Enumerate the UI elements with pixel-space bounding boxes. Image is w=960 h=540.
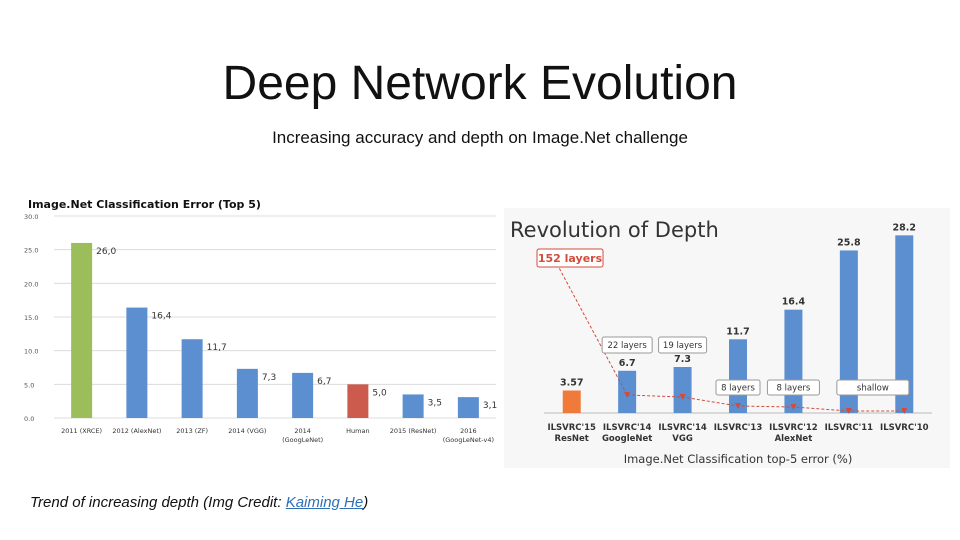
chart2-bar [784,309,803,413]
chart1-data-label: 3,1 [483,401,497,411]
chart2-data-label: 25.8 [837,237,861,248]
chart2-bar [562,390,581,413]
chart2-data-label: 16.4 [782,297,806,308]
chart1-bar [236,368,258,418]
page-subtitle: Increasing accuracy and depth on Image.N… [272,128,688,147]
chart2-depth-label: 8 layers [721,384,755,394]
chart2-x-tick: ResNet [555,434,589,444]
chart2-bar [895,235,914,413]
chart2-depth-box [601,336,653,354]
chart1-bar [126,307,148,418]
page-title: Deep Network Evolution [222,57,738,110]
chart1-y-tick: 30.0 [24,213,38,221]
chart2-title: Revolution of Depth [510,218,719,242]
chart1-bar [181,339,203,418]
chart2-data-label: 7.3 [674,354,691,365]
chart1-x-tick: 2013 (ZF) [176,427,208,435]
chart1-data-label: 26,0 [96,247,116,257]
chart1-x-tick: 2015 (ResNet) [390,427,437,435]
chart2-data-label: 3.57 [560,378,583,389]
caption-prefix: Trend of increasing depth (Img Credit: [30,494,286,511]
chart2-data-label: 11.7 [726,326,749,337]
chart2-depth-label: 19 layers [663,341,703,351]
chart1-x-tick: 2012 (AlexNet) [112,427,161,435]
chart2-depth-label: shallow [857,384,889,394]
chart2-x-tick: ILSVRC'14 [603,423,652,433]
caption-suffix: ) [363,494,369,511]
chart2-x-tick: ILSVRC'15 [547,423,596,433]
chart2-depth-label: 152 layers [538,252,603,265]
chart1-data-label: 16,4 [151,312,171,322]
chart1-bar [71,242,93,418]
chart2-depth-box [536,248,604,268]
chart2-x-tick: AlexNet [775,434,813,444]
chart2-x-tick: ILSVRC'13 [714,423,763,433]
chart1-data-label: 11,7 [207,343,227,353]
chart2-depth-label: 8 layers [776,384,810,394]
chart2-depth-label: 22 layers [608,341,648,351]
chart2-depth-marker [845,408,852,414]
chart1-y-tick: 0.0 [24,415,34,423]
chart1-x-tick: Human [346,427,369,435]
chart2-depth-marker [679,394,686,400]
chart2-depth-box [836,379,910,396]
chart2-x-tick: ILSVRC'14 [658,423,707,433]
chart1-y-tick: 25.0 [24,247,38,255]
chart1-x-tick: (GoogLeNet) [282,436,323,444]
chart2-depth-box [715,379,761,396]
chart2-x-tick: ILSVRC'11 [825,423,874,433]
chart1-data-label: 5,0 [372,388,387,398]
chart2-x-tick: GoogleNet [602,434,652,444]
revolution-depth-chart: Revolution of Depth 3.57 6.7 7.3 11.7 16.4 25… [504,208,950,468]
chart2-depth-marker [624,392,631,398]
chart1-x-tick: (GoogLeNet-v4) [443,436,494,444]
chart2-x-tick: VGG [672,434,693,444]
chart1-data-label: 7,3 [262,373,276,383]
chart2-depth-trend-line [627,394,905,412]
chart1-x-tick: 2011 (XRCE) [61,427,102,435]
chart1-data-label: 6,7 [317,377,331,387]
chart1-data-label: 3,5 [428,398,442,408]
chart1-y-tick: 10.0 [24,348,38,356]
chart2-data-label: 6.7 [619,358,636,369]
kaiming-he-link[interactable]: Kaiming He [285,494,364,511]
chart2-xlabel: Image.Net Classification top-5 error (%) [624,452,853,466]
chart2-depth-marker [790,404,797,410]
chart1-x-tick: 2014 [294,427,311,435]
chart2-depth-box [658,336,708,354]
chart2-bar [729,339,747,413]
chart2-bar [673,367,692,413]
chart1-y-tick: 15.0 [24,314,38,322]
chart2-bar [839,250,858,413]
chart2-data-label: 28.2 [893,222,916,233]
chart1-y-tick: 20.0 [24,280,38,288]
chart1-bar [402,394,424,418]
chart2-x-tick: ILSVRC'10 [880,423,929,433]
chart1-title: Image.Net Classification Error (Top 5) [28,198,261,211]
chart1-y-tick: 5.0 [24,381,34,389]
chart2-x-tick: ILSVRC'12 [769,423,818,433]
imagenet-error-chart: Image.Net Classification Error (Top 5) 0… [24,198,497,444]
chart1-bar [457,397,479,418]
chart2-depth-trend-line [556,263,628,396]
chart2-bar [618,370,637,413]
chart1-bar [347,384,369,418]
chart1-x-tick: 2014 (VGG) [228,427,266,435]
chart2-depth-marker [901,408,908,414]
chart2-depth-marker [735,403,741,409]
image-credit-caption: Trend of increasing depth (Img Credit: K… [30,494,368,511]
chart2-depth-box [766,379,820,396]
chart1-x-tick: 2016 [460,427,477,435]
chart1-bar [292,372,314,418]
